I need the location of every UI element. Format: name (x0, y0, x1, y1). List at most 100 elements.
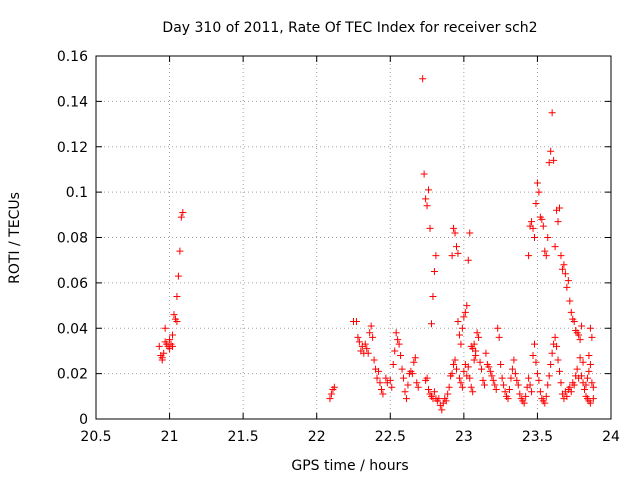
data-point (486, 367, 494, 375)
data-point (566, 297, 574, 305)
data-point (583, 374, 591, 382)
y-tick-label: 0.12 (57, 140, 88, 156)
data-point (379, 390, 387, 398)
data-point (397, 351, 405, 359)
data-points (155, 75, 597, 414)
data-point (463, 302, 471, 310)
data-point (500, 381, 508, 389)
data-point (455, 374, 463, 382)
y-tick-label: 0.04 (57, 321, 88, 337)
data-point (363, 345, 371, 353)
data-point (426, 224, 434, 232)
x-tick-label: 22.5 (375, 429, 406, 445)
data-point (532, 358, 540, 366)
data-point (528, 218, 536, 226)
data-point (514, 381, 522, 389)
data-point (557, 252, 565, 260)
data-point (455, 331, 463, 339)
y-tick-label: 0.16 (57, 49, 88, 65)
y-tick-label: 0 (79, 412, 88, 428)
data-point (495, 333, 503, 341)
data-point (174, 272, 182, 280)
x-axis-label: GPS time / hours (291, 458, 408, 474)
data-point (520, 399, 528, 407)
data-point (432, 252, 440, 260)
data-point (361, 340, 369, 348)
data-point (423, 374, 431, 382)
data-point (530, 340, 538, 348)
data-point (445, 383, 453, 391)
data-point (485, 363, 493, 371)
data-point (473, 329, 481, 337)
data-point (576, 354, 584, 362)
data-point (451, 356, 459, 364)
data-point (479, 376, 487, 384)
data-point (367, 322, 375, 330)
data-point (553, 342, 561, 350)
data-point (494, 324, 502, 332)
data-point (161, 324, 169, 332)
data-point (466, 229, 474, 237)
data-point (505, 386, 513, 394)
data-point (389, 361, 397, 369)
data-point (382, 374, 390, 382)
data-point (575, 331, 583, 339)
data-point (492, 386, 500, 394)
data-point (460, 367, 468, 375)
data-point (586, 361, 594, 369)
data-point (579, 358, 587, 366)
data-point (589, 383, 597, 391)
data-point (501, 388, 509, 396)
data-point (158, 356, 166, 364)
data-point (564, 277, 572, 285)
x-tick-label: 21 (161, 429, 179, 445)
data-point (402, 395, 410, 403)
data-point (169, 331, 177, 339)
data-point (525, 374, 533, 382)
data-point (400, 374, 408, 382)
data-point (478, 365, 486, 373)
data-point (563, 392, 571, 400)
data-point (450, 224, 458, 232)
data-point (373, 374, 381, 382)
x-tick-label: 24 (602, 429, 620, 445)
data-point (160, 349, 168, 357)
data-point (438, 406, 446, 414)
data-point (507, 374, 515, 382)
data-point (176, 247, 184, 255)
data-point (554, 218, 562, 226)
data-point (411, 354, 419, 362)
data-point (375, 367, 383, 375)
data-point (454, 249, 462, 257)
data-point (330, 383, 338, 391)
data-point (442, 397, 450, 405)
y-tick-label: 0.1 (66, 185, 88, 201)
data-point (470, 356, 478, 364)
data-point (576, 336, 584, 344)
data-point (461, 308, 469, 316)
data-point (541, 247, 549, 255)
data-point (497, 361, 505, 369)
data-point (457, 340, 465, 348)
data-point (556, 367, 563, 375)
data-point (538, 215, 546, 223)
data-point (585, 367, 593, 375)
data-point (173, 292, 181, 300)
data-point (557, 379, 565, 387)
data-point (475, 333, 483, 341)
data-point (545, 159, 553, 167)
data-point (530, 234, 538, 241)
data-point (155, 342, 163, 350)
data-point (586, 324, 594, 332)
data-point (326, 395, 334, 403)
data-point (425, 186, 433, 194)
data-point (529, 351, 537, 359)
data-point (551, 333, 559, 341)
data-point (567, 388, 575, 396)
grid-lines (96, 56, 611, 419)
data-point (533, 370, 541, 378)
data-point (516, 390, 524, 398)
data-point (566, 383, 574, 391)
y-tick-label: 0.08 (57, 231, 88, 247)
y-tick-label: 0.06 (57, 276, 88, 292)
